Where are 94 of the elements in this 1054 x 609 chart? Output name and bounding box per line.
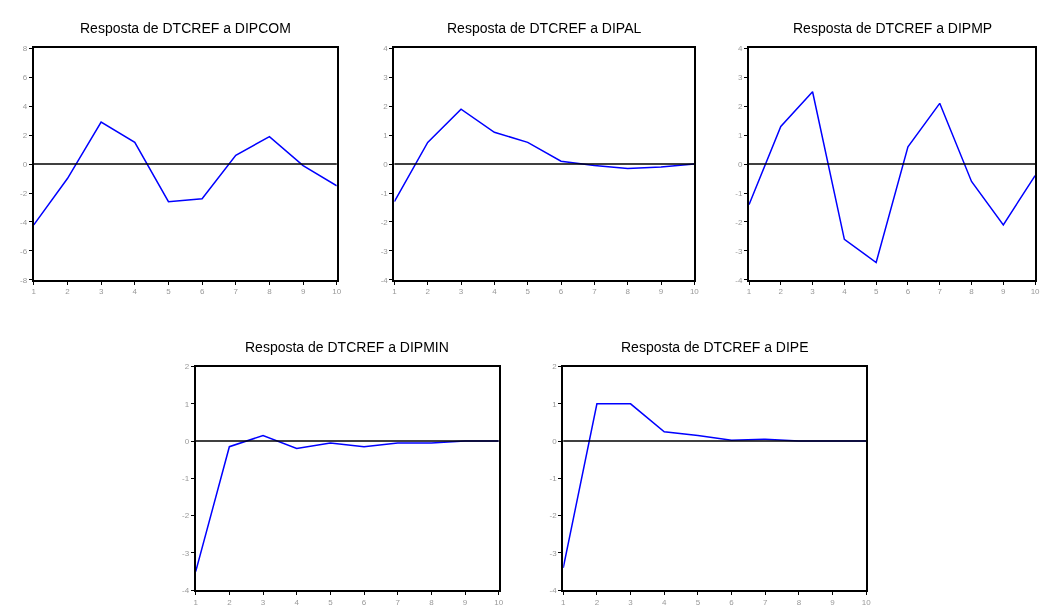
x-tick-label: 4: [662, 597, 668, 607]
x-tick-label: 8: [796, 597, 802, 607]
y-tick-label: -2: [380, 217, 389, 227]
x-tick-label: 7: [937, 287, 943, 297]
x-tick-label: 7: [592, 287, 598, 297]
x-tick-label: 8: [267, 287, 273, 297]
y-tick-label: 0: [383, 159, 389, 169]
x-tick-label: 1: [561, 597, 567, 607]
y-tick-label: 0: [737, 159, 743, 169]
x-tick-label: 9: [1001, 287, 1007, 297]
x-tick-label: 10: [861, 597, 872, 607]
y-tick-label: 0: [22, 159, 28, 169]
y-tick-label: 0: [552, 436, 558, 446]
x-tick-label: 1: [193, 597, 199, 607]
y-tick-label: -1: [380, 188, 389, 198]
y-tick-label: -2: [735, 217, 743, 227]
chart-title: Resposta de DTCREF a DIPMP: [793, 20, 993, 36]
x-tick-label: 2: [594, 597, 600, 607]
x-tick-label: 5: [166, 287, 172, 297]
y-tick-label: 2: [184, 362, 190, 372]
chart-title: Resposta de DTCREF a DIPCOM: [80, 20, 291, 36]
y-tick-label: 4: [737, 44, 743, 54]
x-tick-label: 2: [227, 597, 233, 607]
x-tick-label: 9: [658, 287, 664, 297]
x-tick-label: 3: [810, 287, 816, 297]
y-tick-label: -8: [20, 275, 28, 285]
x-tick-label: 4: [294, 597, 300, 607]
y-tick-label: 2: [737, 102, 743, 112]
y-tick-label: 2: [552, 362, 558, 372]
x-tick-label: 5: [695, 597, 701, 607]
y-tick-label: -4: [181, 586, 190, 596]
y-tick-label: 1: [552, 399, 558, 409]
x-tick-label: 2: [65, 287, 71, 297]
y-tick-label: 2: [22, 130, 28, 140]
x-tick-label: 10: [1030, 287, 1041, 297]
x-tick-label: 4: [132, 287, 138, 297]
y-tick-label: 8: [22, 44, 28, 54]
y-tick-label: -4: [549, 586, 558, 596]
x-tick-label: 3: [260, 597, 266, 607]
y-tick-label: -2: [20, 188, 28, 198]
x-tick-label: 5: [525, 287, 531, 297]
x-tick-label: 9: [462, 597, 468, 607]
y-tick-label: 0: [184, 436, 190, 446]
y-tick-label: 3: [383, 73, 389, 83]
chart-title: Resposta de DTCREF a DIPMIN: [245, 339, 449, 355]
x-tick-label: 3: [98, 287, 104, 297]
y-tick-label: -4: [735, 275, 743, 285]
y-tick-label: -1: [181, 474, 190, 484]
y-tick-label: 1: [383, 130, 389, 140]
y-tick-label: 6: [22, 73, 28, 83]
x-tick-label: 8: [969, 287, 975, 297]
x-tick-label: 7: [395, 597, 401, 607]
x-tick-label: 5: [873, 287, 879, 297]
y-tick-label: 1: [184, 399, 190, 409]
y-tick-label: -6: [20, 246, 28, 256]
x-tick-label: 2: [778, 287, 784, 297]
x-tick-label: 1: [392, 287, 398, 297]
x-tick-label: 7: [763, 597, 768, 607]
y-tick-label: 2: [383, 102, 389, 112]
x-tick-label: 2: [425, 287, 431, 297]
x-tick-label: 10: [494, 597, 504, 607]
y-tick-label: -3: [735, 246, 743, 256]
y-tick-label: -3: [380, 246, 389, 256]
x-tick-label: 1: [31, 287, 37, 297]
x-tick-label: 7: [233, 287, 239, 297]
x-tick-label: 9: [300, 287, 306, 297]
y-tick-label: -2: [549, 511, 558, 521]
x-tick-label: 6: [361, 597, 367, 607]
x-tick-label: 4: [492, 287, 498, 297]
y-tick-label: 4: [22, 102, 28, 112]
y-tick-label: -2: [181, 511, 190, 521]
x-tick-label: 3: [458, 287, 464, 297]
x-tick-label: 9: [830, 597, 836, 607]
x-tick-label: 1: [746, 287, 752, 297]
x-tick-label: 6: [905, 287, 911, 297]
x-tick-label: 5: [328, 597, 334, 607]
x-tick-label: 6: [199, 287, 205, 297]
x-tick-label: 4: [842, 287, 848, 297]
y-tick-label: 1: [737, 130, 743, 140]
y-tick-label: -1: [549, 474, 558, 484]
y-tick-label: 3: [737, 73, 743, 83]
y-tick-label: -4: [380, 275, 389, 285]
y-tick-label: -3: [181, 548, 190, 558]
x-tick-label: 8: [625, 287, 631, 297]
y-tick-label: -3: [549, 548, 558, 558]
x-tick-label: 10: [332, 287, 342, 297]
y-tick-label: 4: [383, 44, 389, 54]
y-tick-label: -4: [20, 217, 28, 227]
chart-title: Resposta de DTCREF a DIPAL: [447, 20, 642, 36]
x-tick-label: 8: [429, 597, 435, 607]
x-tick-label: 3: [628, 597, 634, 607]
chart-title: Resposta de DTCREF a DIPE: [621, 339, 809, 355]
y-tick-label: -1: [735, 188, 743, 198]
x-tick-label: 10: [689, 287, 700, 297]
